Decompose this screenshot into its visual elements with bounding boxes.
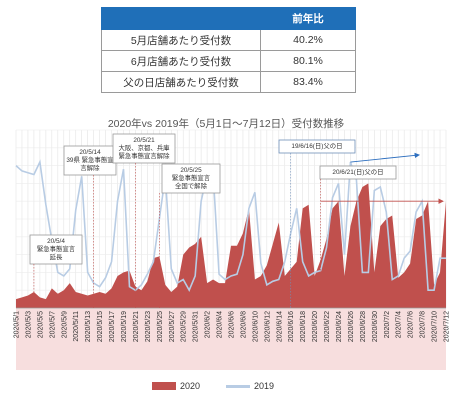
summary-row-value: 83.4% bbox=[260, 71, 356, 93]
x-tick-label: 2020/5/3 bbox=[25, 311, 32, 338]
summary-row-value: 40.2% bbox=[260, 29, 356, 51]
annotation-text: 20/5/21 bbox=[133, 137, 155, 144]
legend-swatch-2020 bbox=[152, 382, 176, 390]
annotation-callout: 20/6/21(日)父の日 bbox=[319, 165, 397, 308]
x-tick-label: 2020/6/16 bbox=[288, 311, 295, 342]
legend-label-2019: 2019 bbox=[254, 381, 275, 391]
legend-item-2019: 2019 bbox=[226, 381, 274, 391]
x-tick-label: 2020/5/15 bbox=[97, 311, 104, 342]
x-tick-label: 2020/6/26 bbox=[348, 311, 355, 342]
x-tick-label: 2020/7/8 bbox=[420, 311, 427, 338]
x-tick-label: 2020/5/17 bbox=[109, 311, 116, 342]
x-tick-label: 2020/5/29 bbox=[181, 311, 188, 342]
chart-area: 2020/5/1 2020/5/3 2020/5/5 2020/5/7 2020/5/9… bbox=[14, 129, 451, 370]
x-tick-label: 2020/5/5 bbox=[37, 311, 44, 338]
annotation-text: 39県 緊急事態宣 bbox=[66, 155, 113, 164]
x-tick-label: 2020/5/13 bbox=[85, 311, 92, 342]
summary-row: 父の日店舗あたり受付数 83.4% bbox=[101, 71, 356, 93]
x-tick-label: 2020/6/14 bbox=[276, 311, 283, 342]
annotation-text: 20/5/14 bbox=[79, 149, 101, 156]
summary-row: 5月店舗あたり受付数 40.2% bbox=[101, 29, 356, 51]
x-tick-label: 2020/5/25 bbox=[157, 311, 164, 342]
x-tick-label: 2020/6/18 bbox=[300, 311, 307, 342]
legend-label-2020: 2020 bbox=[180, 381, 201, 391]
legend-item-2020: 2020 bbox=[152, 381, 200, 391]
x-tick-label: 2020/5/23 bbox=[145, 311, 152, 342]
x-tick-label: 2020/6/30 bbox=[372, 311, 379, 342]
summary-header-yoy: 前年比 bbox=[260, 7, 356, 30]
series-2019-line bbox=[15, 159, 446, 293]
annotation-text: 延長 bbox=[50, 252, 63, 261]
x-tick-label: 2020/5/31 bbox=[193, 311, 200, 342]
summary-header-blank bbox=[101, 7, 261, 30]
annotation-text: 20/5/4 bbox=[47, 238, 65, 245]
annotation-text: 緊急事態宣言 bbox=[37, 244, 76, 253]
summary-header-row: 前年比 bbox=[101, 7, 356, 30]
x-tick-label: 2020/5/1 bbox=[14, 311, 21, 338]
summary-row-value: 80.1% bbox=[260, 50, 356, 72]
summary-row: 6月店舗あたり受付数 80.1% bbox=[101, 50, 356, 72]
x-tick-label: 2020/6/24 bbox=[336, 311, 343, 342]
tick-label-band bbox=[16, 308, 446, 370]
summary-table: 前年比 5月店舗あたり受付数 40.2% 6月店舗あたり受付数 80.1% 父の… bbox=[101, 7, 356, 93]
x-tick-label: 2020/6/10 bbox=[252, 311, 259, 342]
x-tick-label: 2020/5/9 bbox=[61, 311, 68, 338]
x-tick-label: 2020/5/7 bbox=[49, 311, 56, 338]
x-tick-label: 2020/5/11 bbox=[73, 311, 80, 342]
annotation-box bbox=[161, 163, 221, 194]
summary-row-label: 父の日店舗あたり受付数 bbox=[101, 71, 261, 93]
x-tick-label: 2020/6/12 bbox=[264, 311, 271, 342]
x-tick-label: 2020/6/28 bbox=[360, 311, 367, 342]
annotation-box bbox=[278, 139, 356, 154]
summary-row-label: 5月店舗あたり受付数 bbox=[101, 29, 261, 51]
x-tick-label: 2020/5/21 bbox=[133, 311, 140, 342]
annotation-text: 20/5/25 bbox=[180, 167, 202, 174]
x-tick-label: 2020/6/22 bbox=[324, 311, 331, 342]
chart-title: 2020年vs 2019年（5月1日～7月12日）受付数推移 bbox=[107, 118, 345, 130]
annotation-text: 19/6/16(日)父の日 bbox=[291, 142, 342, 150]
legend-swatch-2019 bbox=[226, 384, 250, 388]
annotation-box bbox=[319, 165, 397, 180]
x-tick-label: 2020/6/6 bbox=[229, 311, 236, 338]
annotation-text: 20/6/21(日)父の日 bbox=[332, 168, 383, 176]
x-tick-label: 2020/5/19 bbox=[121, 311, 128, 342]
x-tick-label: 2020/6/8 bbox=[240, 311, 247, 338]
x-tick-label: 2020/6/2 bbox=[205, 311, 212, 338]
annotation-text: 緊急事態宣言解除 bbox=[118, 151, 170, 160]
x-tick-label: 2020/6/20 bbox=[312, 311, 319, 342]
trend-arrow-2019 bbox=[350, 152, 421, 163]
summary-row-label: 6月店舗あたり受付数 bbox=[101, 50, 261, 72]
x-tick-label: 2020/5/27 bbox=[169, 311, 176, 342]
x-tick-label: 2020/7/6 bbox=[408, 311, 415, 338]
annotation-text: 大阪、京都、兵庫 bbox=[118, 143, 170, 152]
annotation-text: 全国で解除 bbox=[175, 181, 208, 190]
x-tick-label: 2020/7/12 bbox=[444, 311, 451, 342]
x-tick-label: 2020/7/2 bbox=[384, 311, 391, 338]
annotation-box bbox=[112, 133, 176, 164]
annotation-text: 緊急事態宣言 bbox=[172, 173, 211, 182]
x-tick-label: 2020/6/4 bbox=[217, 311, 224, 338]
annotation-box bbox=[29, 234, 83, 265]
series-2020-area bbox=[16, 183, 446, 308]
annotation-callout: 19/6/16(日)父の日 bbox=[278, 139, 356, 308]
x-tick-label: 2020/7/4 bbox=[396, 311, 403, 338]
x-tick-label: 2020/7/10 bbox=[432, 311, 439, 342]
annotation-text: 言解除 bbox=[80, 163, 100, 172]
